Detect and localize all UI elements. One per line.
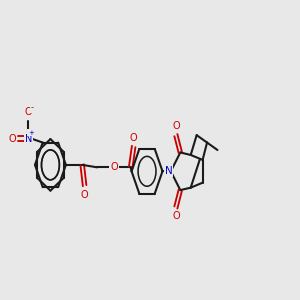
Text: N: N — [165, 166, 172, 176]
Text: O: O — [9, 134, 16, 144]
Text: O: O — [110, 162, 118, 172]
Text: O: O — [130, 133, 137, 142]
Text: N: N — [25, 134, 32, 144]
Text: O: O — [25, 107, 32, 117]
Text: O: O — [172, 121, 180, 131]
Text: O: O — [172, 212, 180, 221]
Text: +: + — [28, 130, 34, 136]
Text: O: O — [81, 190, 88, 200]
Text: -: - — [31, 103, 34, 112]
